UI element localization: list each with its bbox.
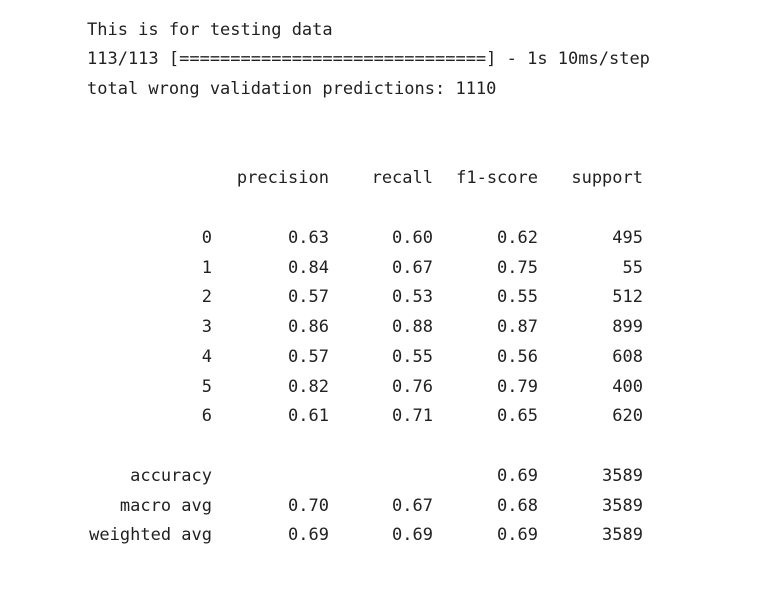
f1-value: 0.69 [497, 525, 538, 545]
recall-value: 0.71 [392, 406, 433, 426]
precision-value: 0.86 [288, 317, 329, 337]
support-value: 400 [612, 377, 643, 397]
row-label: weighted avg [89, 525, 212, 545]
recall-value: 0.88 [392, 317, 433, 337]
support-value: 512 [612, 287, 643, 307]
header-f1-score: f1-score [456, 168, 538, 188]
wrong-predictions-line: total wrong validation predictions: 1110 [87, 79, 497, 99]
precision-value: 0.57 [288, 347, 329, 367]
precision-value: 0.69 [288, 525, 329, 545]
recall-value: 0.53 [392, 287, 433, 307]
f1-value: 0.56 [497, 347, 538, 367]
support-value: 495 [612, 228, 643, 248]
recall-value: 0.67 [392, 496, 433, 516]
row-label: 0 [201, 228, 212, 248]
support-value: 899 [612, 317, 643, 337]
f1-value: 0.55 [497, 287, 538, 307]
row-label: 4 [201, 347, 212, 367]
log-title: This is for testing data [87, 20, 333, 40]
precision-value: 0.70 [288, 496, 329, 516]
row-label: 1 [201, 258, 212, 278]
row-label: 3 [201, 317, 212, 337]
support-value: 3589 [602, 525, 643, 545]
f1-value: 0.62 [497, 228, 538, 248]
support-value: 3589 [602, 466, 643, 486]
row-label: 6 [201, 406, 212, 426]
recall-value: 0.69 [392, 525, 433, 545]
f1-value: 0.79 [497, 377, 538, 397]
support-value: 3589 [602, 496, 643, 516]
header-support: support [571, 168, 643, 188]
row-label: 5 [201, 377, 212, 397]
support-value: 55 [622, 258, 643, 278]
f1-value: 0.68 [497, 496, 538, 516]
recall-value: 0.55 [392, 347, 433, 367]
f1-value: 0.65 [497, 406, 538, 426]
f1-value: 0.75 [497, 258, 538, 278]
header-precision: precision [236, 168, 329, 188]
support-value: 608 [612, 347, 643, 367]
f1-value: 0.87 [497, 317, 538, 337]
row-label: macro avg [119, 496, 212, 516]
precision-value: 0.63 [288, 228, 329, 248]
header-recall: recall [371, 168, 433, 188]
recall-value: 0.60 [392, 228, 433, 248]
precision-value: 0.82 [288, 377, 329, 397]
f1-value: 0.69 [497, 466, 538, 486]
precision-value: 0.84 [288, 258, 329, 278]
support-value: 620 [612, 406, 643, 426]
row-label: 2 [201, 287, 212, 307]
precision-value: 0.61 [288, 406, 329, 426]
recall-value: 0.67 [392, 258, 433, 278]
recall-value: 0.76 [392, 377, 433, 397]
precision-value: 0.57 [288, 287, 329, 307]
row-label: accuracy [130, 466, 212, 486]
progress-line: 113/113 [==============================]… [87, 49, 650, 69]
